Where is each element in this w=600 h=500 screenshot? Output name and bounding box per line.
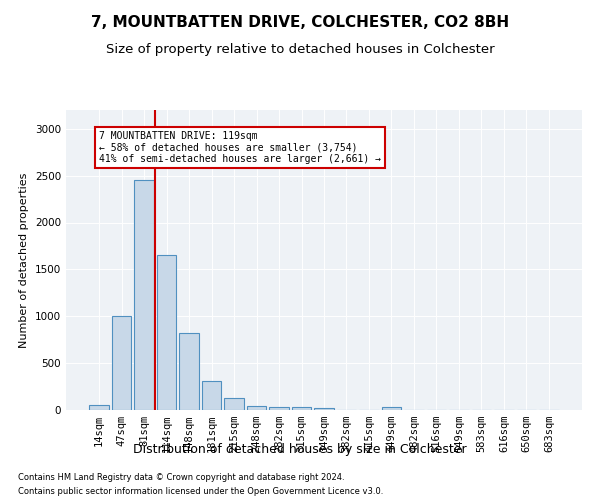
Bar (202, 382, 221, 410)
Bar (292, 407, 311, 410)
Bar (269, 406, 289, 410)
Bar (134, 180, 154, 410)
Bar (382, 407, 401, 410)
Text: Contains public sector information licensed under the Open Government Licence v3: Contains public sector information licen… (18, 488, 383, 496)
Bar (224, 398, 244, 410)
Bar (89, 405, 109, 410)
Text: 7, MOUNTBATTEN DRIVE, COLCHESTER, CO2 8BH: 7, MOUNTBATTEN DRIVE, COLCHESTER, CO2 8B… (91, 15, 509, 30)
Bar (179, 333, 199, 410)
Bar (247, 406, 266, 410)
Bar (112, 316, 131, 410)
Bar (157, 256, 176, 410)
Text: Size of property relative to detached houses in Colchester: Size of property relative to detached ho… (106, 42, 494, 56)
Bar (314, 408, 334, 410)
Text: Contains HM Land Registry data © Crown copyright and database right 2024.: Contains HM Land Registry data © Crown c… (18, 472, 344, 482)
Text: 7 MOUNTBATTEN DRIVE: 119sqm
← 58% of detached houses are smaller (3,754)
41% of : 7 MOUNTBATTEN DRIVE: 119sqm ← 58% of det… (99, 130, 381, 164)
Text: Distribution of detached houses by size in Colchester: Distribution of detached houses by size … (133, 442, 467, 456)
Y-axis label: Number of detached properties: Number of detached properties (19, 172, 29, 348)
